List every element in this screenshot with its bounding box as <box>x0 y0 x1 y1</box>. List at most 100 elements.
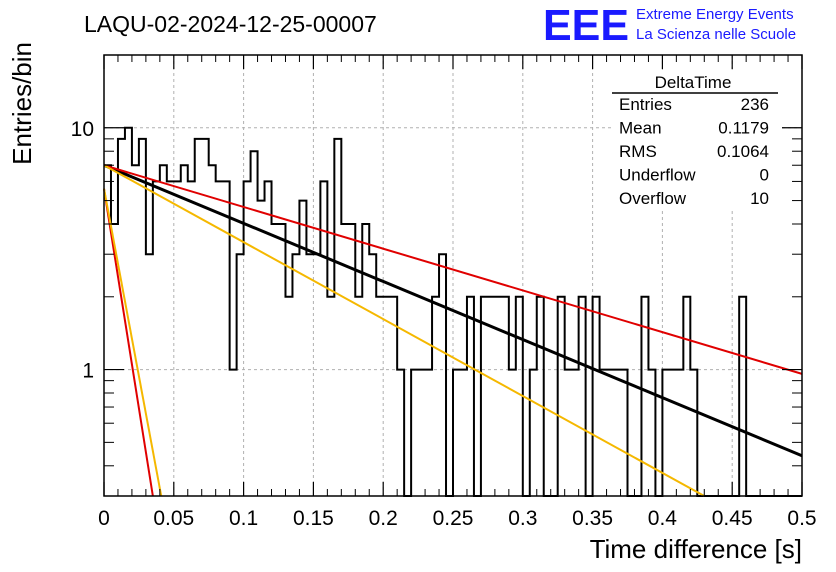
histogram-bin <box>530 370 537 496</box>
histogram-bin <box>223 181 230 496</box>
histogram-bin <box>579 297 586 496</box>
histogram-bin <box>181 165 188 496</box>
histogram-bin <box>209 165 216 496</box>
fit-curve <box>103 164 803 375</box>
x-tick-label: 0.4 <box>648 507 678 530</box>
histogram-bin <box>676 370 683 496</box>
histogram-bin <box>376 297 383 496</box>
y-axis-label: Entries/bin <box>7 42 37 165</box>
histogram-bin <box>348 224 355 496</box>
histogram-bin <box>425 370 432 496</box>
histogram-bin <box>600 370 607 496</box>
histogram-bin <box>648 370 655 496</box>
histogram-bin <box>739 297 746 496</box>
y-tick-label: 10 <box>71 118 94 141</box>
eee-logo: EEE <box>543 1 629 50</box>
histogram-bin <box>614 370 621 496</box>
stats-title: DeltaTime <box>655 73 732 92</box>
histogram-bin <box>537 297 544 496</box>
x-tick-label: 0.1 <box>229 507 258 530</box>
histogram-bin <box>572 370 579 496</box>
histogram-bin <box>237 254 244 496</box>
stats-value: 0 <box>760 166 769 185</box>
x-tick-label: 0.15 <box>293 507 334 530</box>
histogram-bin <box>188 181 195 496</box>
histogram-bin <box>292 254 299 496</box>
histogram-bin <box>132 165 139 496</box>
histogram-bin <box>683 297 690 496</box>
logo-subtitle-line1: Extreme Energy Events <box>636 6 794 23</box>
histogram-bin <box>607 370 614 496</box>
axis-ticks: 0 0.05 0.1 0.15 0.2 0.25 0.3 0.35 0.4 0.45 0.5 1 10 <box>71 54 817 530</box>
histogram-bin <box>202 139 209 496</box>
histogram-bin <box>495 297 502 496</box>
histogram-bin <box>230 370 237 496</box>
stats-value: 0.1064 <box>717 142 769 161</box>
histogram-bin <box>320 181 327 496</box>
logo-subtitle-line2: La Scienza nelle Scuole <box>636 26 796 43</box>
x-tick-label: 0.35 <box>572 507 613 530</box>
histogram-bin <box>690 370 697 496</box>
histogram-bin <box>313 254 320 496</box>
stats-rows: Entries 236 Mean 0.1179 RMS 0.1064 Underflow 0 O… <box>619 95 769 208</box>
fit-curve <box>103 163 803 458</box>
histogram-bin <box>355 297 362 496</box>
x-tick-label: 0.2 <box>369 507 398 530</box>
fit-curve <box>103 188 154 497</box>
fit-curves <box>103 163 803 497</box>
x-tick-label: 0 <box>98 507 110 530</box>
histogram-bin <box>467 297 474 496</box>
fit-curve <box>103 188 163 497</box>
stats-value: 10 <box>750 189 769 208</box>
histogram-bin <box>251 151 258 496</box>
histogram-bin <box>174 181 181 496</box>
y-tick-label: 1 <box>82 360 94 383</box>
histogram-group <box>104 126 802 497</box>
stats-box-background <box>612 72 780 210</box>
stats-label: RMS <box>619 142 657 161</box>
histogram-bin <box>160 165 167 496</box>
histogram-bin <box>334 139 341 496</box>
histogram-bin <box>265 181 272 496</box>
stats-label: Underflow <box>619 166 696 185</box>
histogram-bin <box>327 297 334 496</box>
histogram-bin <box>272 224 279 496</box>
stats-value: 236 <box>741 95 769 114</box>
x-tick-label: 0.05 <box>153 507 194 530</box>
histogram-bin <box>167 181 174 496</box>
x-tick-label: 0.3 <box>508 507 537 530</box>
fit-curve <box>103 164 705 497</box>
stats-label: Mean <box>619 119 662 138</box>
histogram-bin <box>285 297 292 496</box>
histogram-outline <box>104 126 802 497</box>
histogram-bin <box>439 254 446 496</box>
histogram-bin <box>306 254 313 496</box>
x-axis-label: Time difference [s] <box>590 534 802 564</box>
histogram-bin <box>593 297 600 496</box>
histogram-bin <box>299 201 306 496</box>
x-tick-label: 0.5 <box>787 507 816 530</box>
histogram-bin <box>153 181 160 496</box>
histogram-bin <box>502 297 509 496</box>
histogram-bin <box>362 224 369 496</box>
histogram-bin <box>369 254 376 496</box>
histogram-bin <box>481 297 488 496</box>
x-tick-label: 0.25 <box>433 507 474 530</box>
x-tick-label: 0.45 <box>712 507 753 530</box>
stats-label: Overflow <box>619 189 687 208</box>
histogram-bin <box>418 370 425 496</box>
histogram-bin <box>244 181 251 496</box>
histogram-bin <box>411 370 418 496</box>
histogram-bin <box>558 297 565 496</box>
histogram-bin <box>383 297 390 496</box>
histogram-bin <box>258 201 265 496</box>
histogram-bin <box>432 297 439 496</box>
stats-value: 0.1179 <box>718 119 769 138</box>
stats-box: DeltaTime Entries 236 Mean 0.1179 RMS 0.1064 U… <box>612 72 780 210</box>
histogram-bin <box>460 370 467 496</box>
histogram-bin <box>621 370 628 496</box>
stats-label: Entries <box>619 95 672 114</box>
run-title: LAQU-02-2024-12-25-00007 <box>84 11 377 37</box>
histogram-bin <box>565 370 572 496</box>
